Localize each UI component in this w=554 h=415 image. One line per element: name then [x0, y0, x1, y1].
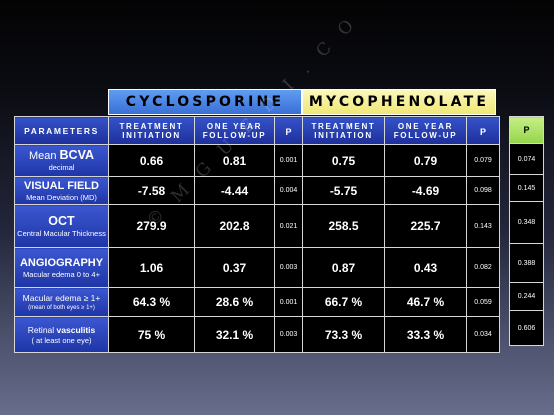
- myco-followup-value: 225.7: [384, 204, 467, 248]
- p-header-label: P: [479, 126, 486, 137]
- header-text-line: FOLLOW-UP: [202, 130, 267, 140]
- row-label-title: ANGIOGRAPHY: [19, 256, 104, 269]
- cyclo-initiation-value: 279.9: [108, 204, 195, 248]
- parameters-header: PARAMETERS: [14, 116, 109, 145]
- myco-p-value: 0.034: [466, 316, 500, 353]
- comparison-p-value: 0.348: [509, 201, 544, 244]
- myco-p-value: 0.079: [466, 144, 500, 177]
- myco-p-value: 0.098: [466, 176, 500, 205]
- cyclo-initiation-value: 75 %: [108, 316, 195, 353]
- row-label-bold: vasculitis: [56, 324, 96, 335]
- cyclo-followup-value: -4.44: [194, 176, 275, 205]
- row-label-subtitle: (mean of both eyes ≥ 1+): [28, 304, 95, 311]
- header-text-line: ONE YEAR: [397, 121, 454, 131]
- row-label-prefix: Mean: [28, 150, 60, 162]
- results-table: PARAMETERS TREATMENT INITIATION ONE YEAR…: [14, 116, 500, 353]
- comparison-p-value: 0.606: [509, 310, 544, 346]
- cyclo-initiation-value: -7.58: [108, 176, 195, 205]
- table-row-angiography: ANGIOGRAPHY Macular edema 0 to 4+ 1.06 0…: [14, 247, 500, 288]
- row-label: Mean BCVA decimal: [14, 144, 109, 177]
- myco-followup-value: 33.3 %: [384, 316, 467, 353]
- comparison-p-value: 0.244: [509, 282, 544, 311]
- row-label-subtitle: Macular edema 0 to 4+: [23, 269, 100, 279]
- row-label-title: Retinal vasculitis: [15, 325, 108, 336]
- cyclo-p-value: 0.004: [274, 176, 303, 205]
- comparison-p-value: 0.145: [509, 174, 544, 202]
- myco-p-value: 0.059: [466, 287, 500, 317]
- myco-initiation-value: 73.3 %: [302, 316, 385, 353]
- cyclo-initiation-value: 1.06: [108, 247, 195, 288]
- myco-p-value: 0.143: [466, 204, 500, 248]
- row-label: OCT Central Macular Thickness: [14, 204, 109, 248]
- cyclo-followup-value: 28.6 %: [194, 287, 275, 317]
- cyclo-followup-value: 0.37: [194, 247, 275, 288]
- header-text-line: TREATMENT: [311, 121, 376, 131]
- comparison-table: P 0.074 0.145 0.348 0.388 0.244 0.606: [509, 116, 544, 346]
- header-text-line: TREATMENT: [119, 121, 184, 131]
- row-label-title: Mean BCVA: [15, 149, 108, 163]
- myco-followup-value: 0.43: [384, 247, 467, 288]
- myco-initiation-value: 258.5: [302, 204, 385, 248]
- myco-followup-header: ONE YEAR FOLLOW-UP: [384, 116, 467, 145]
- comparison-p-value: 0.074: [509, 143, 544, 175]
- row-label-subtitle: Central Macular Thickness: [17, 228, 106, 238]
- cyclo-followup-value: 202.8: [194, 204, 275, 248]
- row-label: VISUAL FIELD Mean Deviation (MD): [14, 176, 109, 205]
- row-label: Macular edema ≥ 1+ (mean of both eyes ≥ …: [14, 287, 109, 317]
- cyclo-initiation-header: TREATMENT INITIATION: [108, 116, 195, 145]
- myco-initiation-value: 66.7 %: [302, 287, 385, 317]
- table-row-vasculitis: Retinal vasculitis ( at least one eye) 7…: [14, 316, 500, 353]
- header-text-line: INITIATION: [314, 130, 373, 140]
- cyclo-p-value: 0.021: [274, 204, 303, 248]
- row-label-subtitle: ( at least one eye): [31, 335, 92, 345]
- table-row-bcva: Mean BCVA decimal 0.66 0.81 0.001 0.75 0…: [14, 144, 500, 177]
- myco-followup-value: 0.79: [384, 144, 467, 177]
- myco-initiation-value: 0.75: [302, 144, 385, 177]
- row-label-bold: BCVA: [59, 148, 95, 162]
- row-label-title: VISUAL FIELD: [24, 179, 99, 192]
- header-text-line: ONE YEAR: [206, 121, 263, 131]
- row-label-title: Macular edema ≥ 1+: [22, 292, 101, 303]
- comparison-p-header: P: [509, 116, 544, 144]
- cyclo-p-value: 0.003: [274, 247, 303, 288]
- comparison-p-value: 0.388: [509, 243, 544, 283]
- row-label-prefix: Retinal: [27, 324, 57, 335]
- myco-followup-value: -4.69: [384, 176, 467, 205]
- myco-initiation-header: TREATMENT INITIATION: [302, 116, 385, 145]
- cyclo-p-value: 0.003: [274, 316, 303, 353]
- myco-p-header: P: [466, 116, 500, 145]
- cyclo-p-value: 0.001: [274, 144, 303, 177]
- cyclo-followup-value: 0.81: [194, 144, 275, 177]
- table-row-visual-field: VISUAL FIELD Mean Deviation (MD) -7.58 -…: [14, 176, 500, 205]
- p-header-label: P: [285, 126, 292, 137]
- row-label-subtitle: Mean Deviation (MD): [26, 192, 97, 202]
- table-row-oct: OCT Central Macular Thickness 279.9 202.…: [14, 204, 500, 248]
- myco-initiation-value: 0.87: [302, 247, 385, 288]
- myco-p-value: 0.082: [466, 247, 500, 288]
- cyclo-followup-header: ONE YEAR FOLLOW-UP: [194, 116, 275, 145]
- cyclo-initiation-value: 0.66: [108, 144, 195, 177]
- cyclo-p-value: 0.001: [274, 287, 303, 317]
- row-label-title: OCT: [15, 213, 108, 229]
- row-label-bold: OCT: [48, 213, 75, 228]
- cyclo-followup-value: 32.1 %: [194, 316, 275, 353]
- header-text-line: FOLLOW-UP: [393, 130, 458, 140]
- row-label: Retinal vasculitis ( at least one eye): [14, 316, 109, 353]
- mycophenolate-header: MYCOPHENOLATE: [302, 89, 496, 115]
- header-row: PARAMETERS TREATMENT INITIATION ONE YEAR…: [14, 116, 500, 145]
- cyclo-initiation-value: 64.3 %: [108, 287, 195, 317]
- cyclosporine-header: CYCLOSPORINE: [108, 89, 302, 115]
- header-text-line: INITIATION: [122, 130, 181, 140]
- myco-followup-value: 46.7 %: [384, 287, 467, 317]
- table-row-macular-edema: Macular edema ≥ 1+ (mean of both eyes ≥ …: [14, 287, 500, 317]
- myco-initiation-value: -5.75: [302, 176, 385, 205]
- row-label: ANGIOGRAPHY Macular edema 0 to 4+: [14, 247, 109, 288]
- cyclo-p-header: P: [274, 116, 303, 145]
- row-label-subtitle: decimal: [48, 163, 75, 172]
